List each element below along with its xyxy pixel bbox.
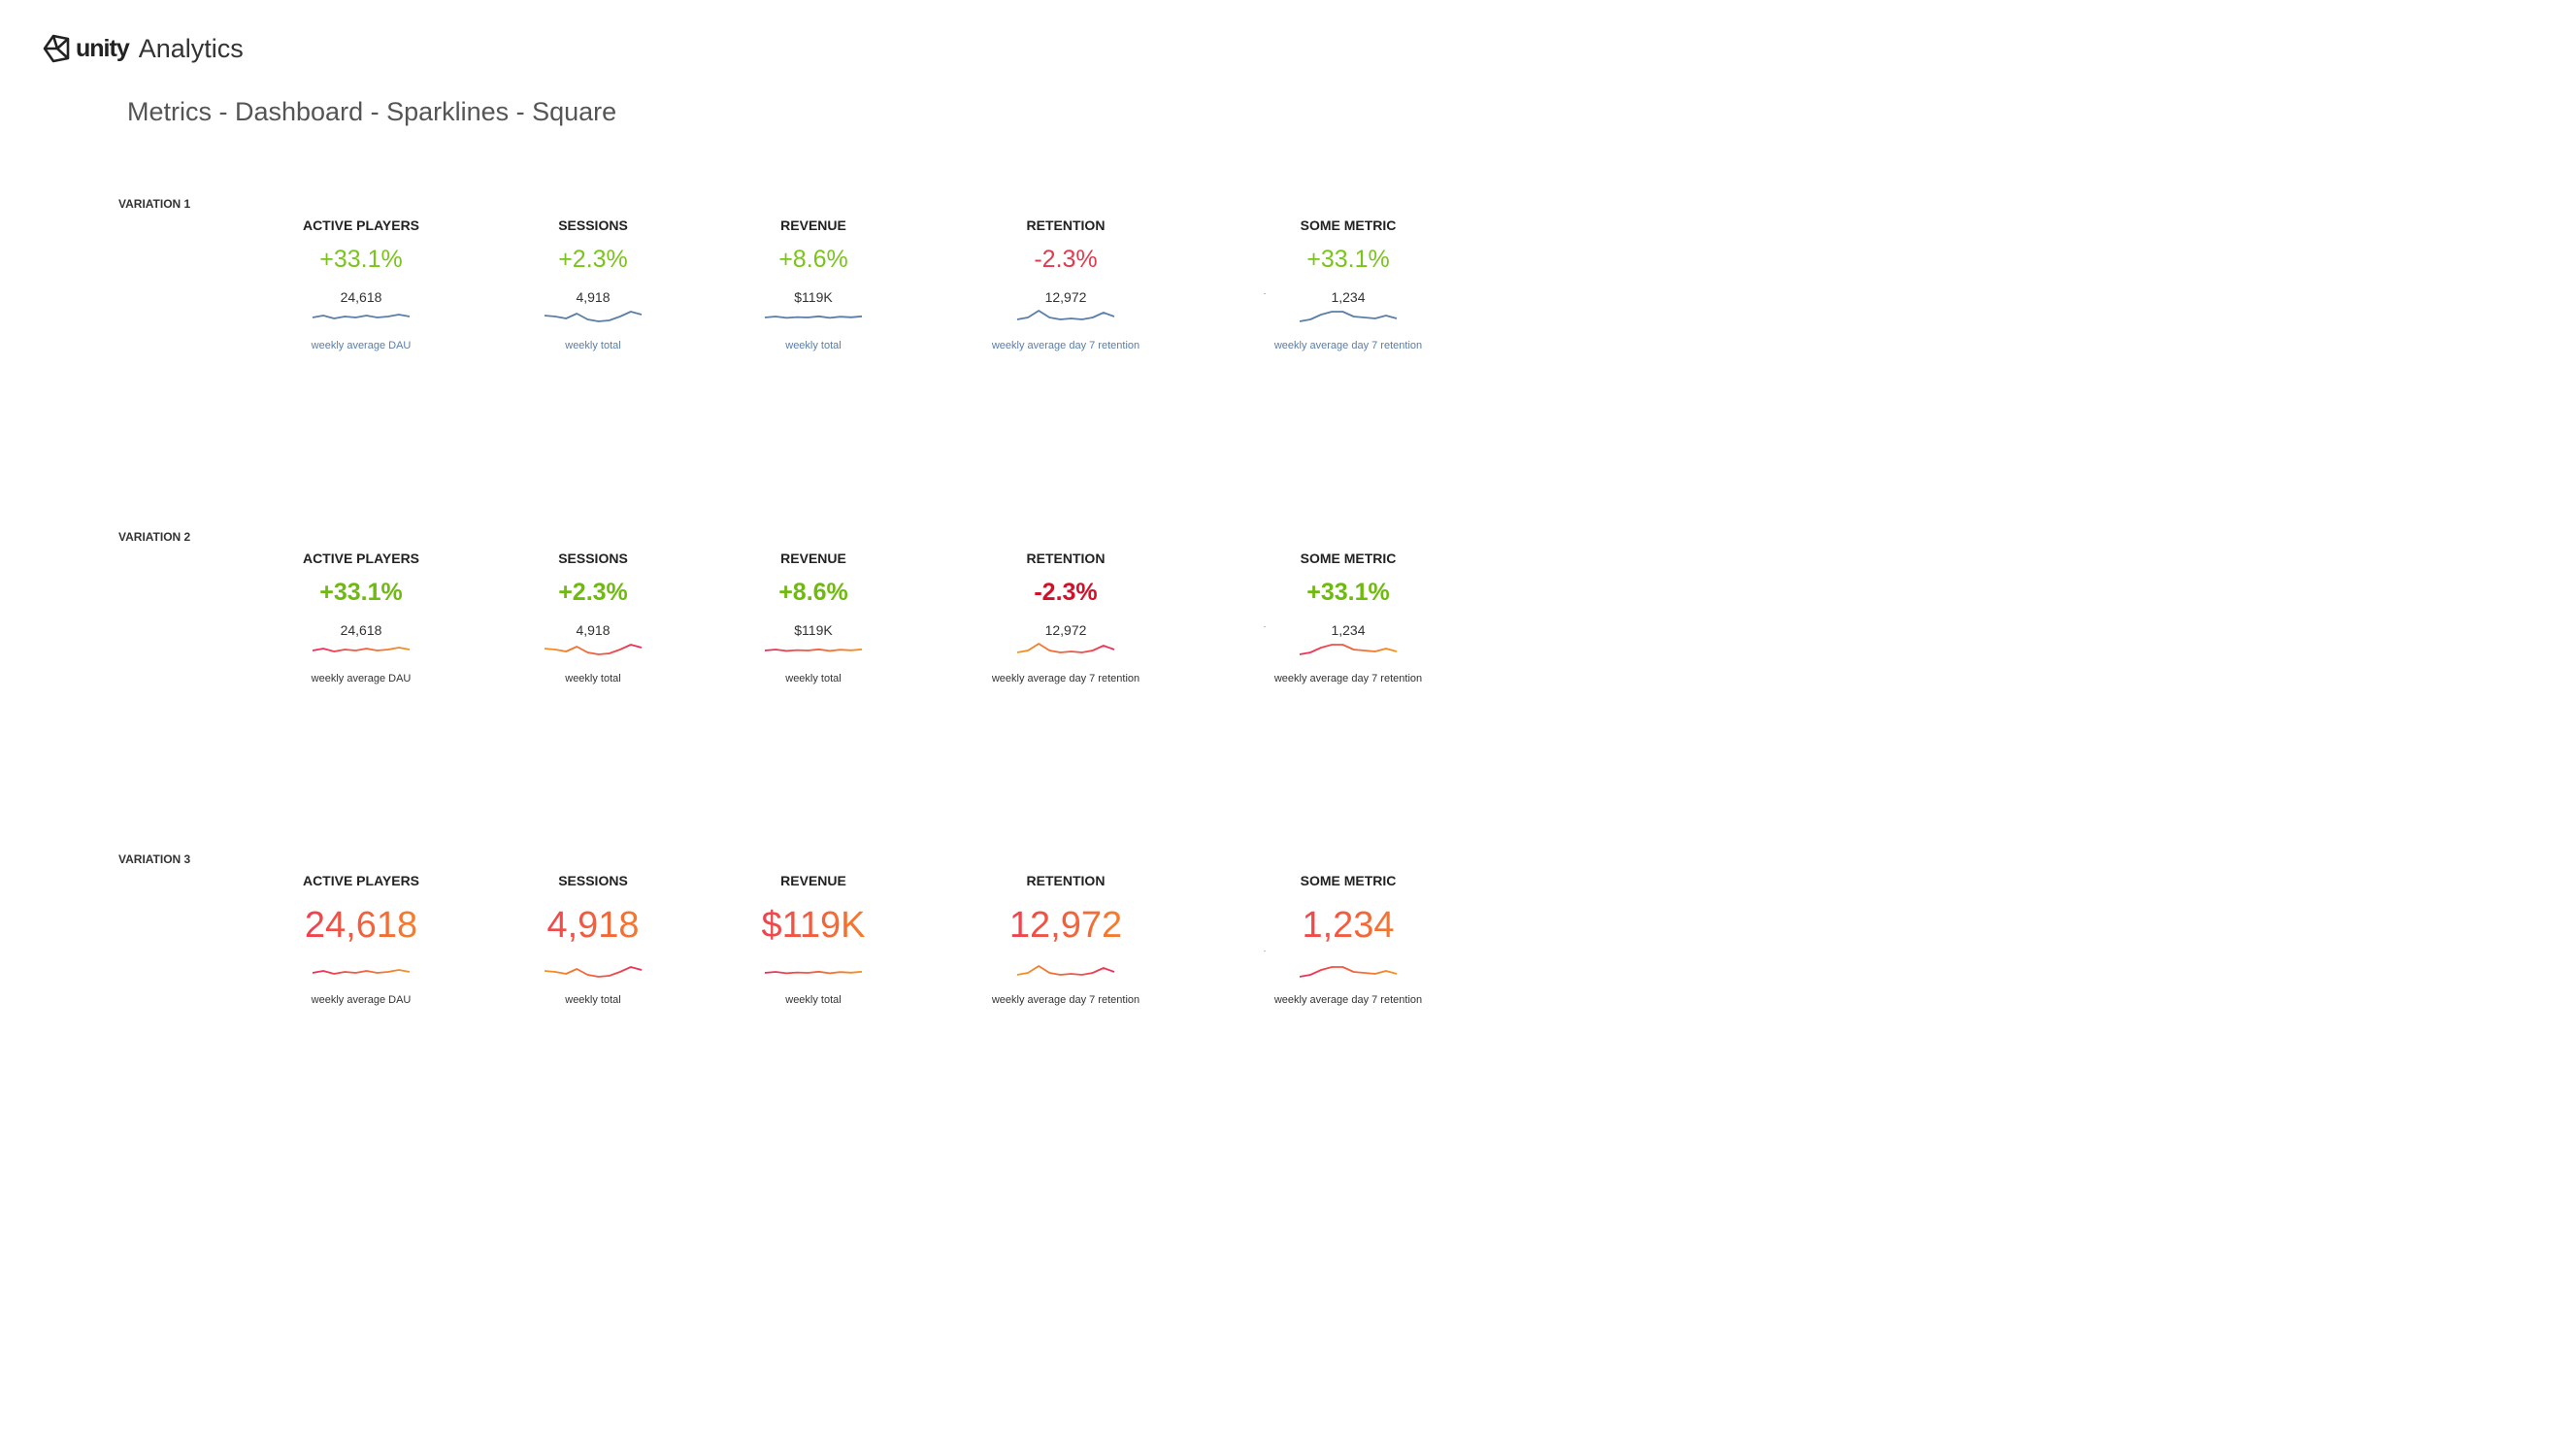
metric-value: 24,618 [269, 905, 453, 947]
metric-title: SESSIONS [558, 217, 628, 233]
metric-title: ACTIVE PLAYERS [302, 217, 420, 233]
metric-title: ACTIVE PLAYERS [302, 873, 420, 888]
sparkline-series [313, 970, 410, 974]
brand-name: unity [76, 34, 130, 62]
metric-delta: -2.3% [1034, 246, 1098, 273]
stray-dot [1264, 626, 1266, 627]
metric-delta: +2.3% [558, 246, 628, 273]
metric-caption: weekly average day 7 retention [1273, 340, 1423, 351]
metric-title: SESSIONS [558, 873, 628, 888]
sparkline-chart [765, 641, 862, 660]
metric-title: SOME METRIC [1300, 551, 1397, 566]
sparkline-series [1017, 311, 1114, 319]
product-name: Analytics [138, 33, 244, 63]
metric-value: 12,972 [1044, 622, 1087, 638]
metric-title: REVENUE [780, 551, 846, 566]
metric-delta: +33.1% [319, 579, 403, 606]
sparkline-chart [1300, 641, 1397, 660]
sparkline-chart [545, 963, 642, 983]
metric-caption: weekly total [785, 673, 842, 684]
metric-caption: weekly total [785, 340, 842, 351]
metric-caption: weekly average DAU [311, 340, 412, 351]
metric-title: SESSIONS [558, 551, 628, 566]
sparkline-series [313, 315, 410, 318]
metric-caption: weekly total [565, 340, 621, 351]
metric-value: 1,234 [1331, 289, 1366, 305]
metric-value: 1,234 [1256, 905, 1440, 947]
metric-delta: -2.3% [1034, 579, 1098, 606]
variation-label: VARIATION 3 [118, 852, 191, 866]
sparkline-series [1300, 967, 1397, 977]
metric-delta: +33.1% [1306, 579, 1390, 606]
metric-title: SOME METRIC [1300, 217, 1397, 233]
variation-label: VARIATION 1 [118, 197, 191, 211]
metric-caption: weekly total [565, 994, 621, 1006]
sparkline-chart [765, 963, 862, 983]
sparkline-chart [313, 308, 410, 327]
metric-delta: +8.6% [778, 579, 848, 606]
sparkline-chart [1017, 963, 1114, 983]
sparkline-chart [1300, 308, 1397, 327]
sparkline-chart [1017, 641, 1114, 660]
metric-value: $119K [794, 622, 833, 638]
sparkline-series [1017, 966, 1114, 975]
metric-value: 12,972 [1044, 289, 1087, 305]
metric-value: 4,918 [501, 905, 685, 947]
metric-value: $119K [794, 289, 833, 305]
metric-value: 12,972 [974, 905, 1158, 947]
metric-caption: weekly total [565, 673, 621, 684]
variation-label: VARIATION 2 [118, 530, 191, 544]
metric-delta: +2.3% [558, 579, 628, 606]
sparkline-series [545, 645, 642, 654]
sparkline-series [313, 648, 410, 651]
sparkline-chart [1300, 963, 1397, 983]
metric-value: 4,918 [576, 289, 611, 305]
metric-caption: weekly average day 7 retention [991, 340, 1140, 351]
sparkline-series [1300, 645, 1397, 654]
metric-caption: weekly average DAU [311, 673, 412, 684]
metric-title: REVENUE [780, 217, 846, 233]
unity-cube-icon [43, 34, 70, 63]
unity-logo: unity Analytics [39, 29, 244, 68]
sparkline-series [545, 312, 642, 321]
sparkline-series [545, 967, 642, 977]
stray-dot [1264, 293, 1266, 294]
metric-caption: weekly average day 7 retention [1273, 673, 1423, 684]
metric-value: 24,618 [340, 289, 382, 305]
sparkline-chart [313, 641, 410, 660]
metric-caption: weekly average day 7 retention [991, 673, 1140, 684]
sparkline-series [1017, 644, 1114, 652]
metric-value: $119K [721, 905, 906, 947]
metric-title: RETENTION [1026, 873, 1106, 888]
sparkline-series [765, 972, 862, 974]
page-title: Metrics - Dashboard - Sparklines - Squar… [127, 97, 617, 126]
metric-caption: weekly average day 7 retention [1273, 994, 1423, 1006]
metric-title: REVENUE [780, 873, 846, 888]
metric-caption: weekly average DAU [311, 994, 412, 1006]
metric-title: RETENTION [1026, 551, 1106, 566]
sparkline-series [765, 317, 862, 318]
metric-value: 1,234 [1331, 622, 1366, 638]
variation-2: VARIATION 2 ACTIVE PLAYERS +33.1% 24,618 wee… [0, 530, 1553, 724]
sparkline-chart [545, 308, 642, 327]
metric-caption: weekly total [785, 994, 842, 1006]
metric-title: ACTIVE PLAYERS [302, 551, 420, 566]
metric-value: 24,618 [340, 622, 382, 638]
metric-delta: +8.6% [778, 246, 848, 273]
metric-title: SOME METRIC [1300, 873, 1397, 888]
sparkline-chart [765, 308, 862, 327]
metric-caption: weekly average day 7 retention [991, 994, 1140, 1006]
variation-3: VARIATION 3 ACTIVE PLAYERS 24,618 weekly av… [0, 852, 1553, 1047]
sparkline-series [765, 650, 862, 651]
sparkline-chart [313, 963, 410, 983]
metric-delta: +33.1% [319, 246, 403, 273]
metric-title: RETENTION [1026, 217, 1106, 233]
metric-delta: +33.1% [1306, 246, 1390, 273]
sparkline-series [1300, 312, 1397, 321]
sparkline-chart [1017, 308, 1114, 327]
variation-1: VARIATION 1 ACTIVE PLAYERS +33.1% 24,618 wee… [0, 197, 1553, 391]
metric-value: 4,918 [576, 622, 611, 638]
sparkline-chart [545, 641, 642, 660]
